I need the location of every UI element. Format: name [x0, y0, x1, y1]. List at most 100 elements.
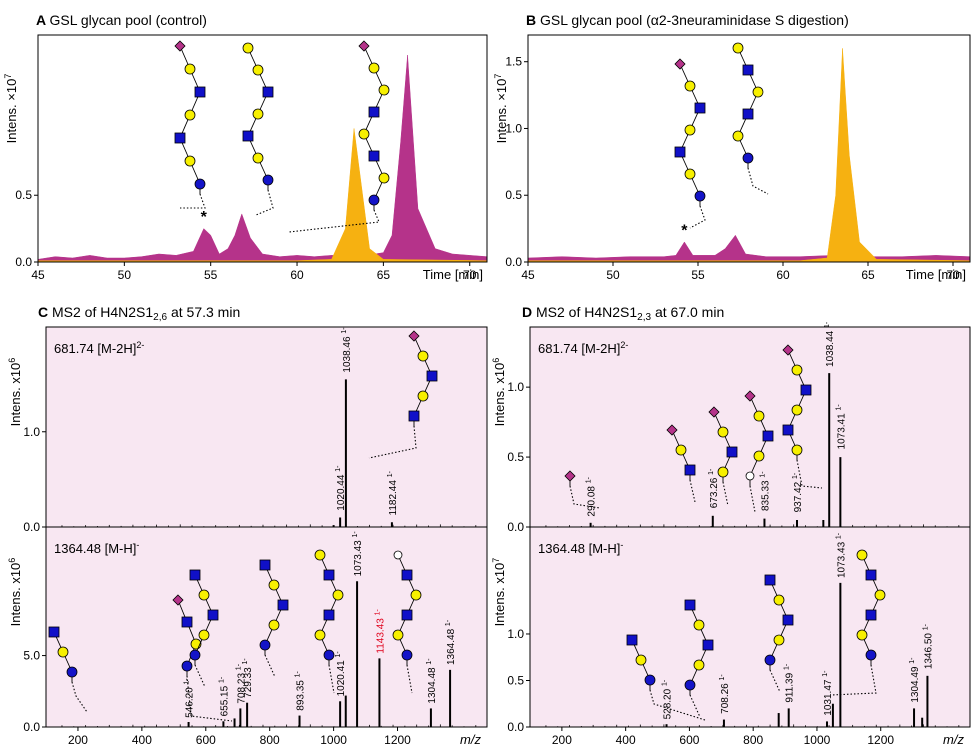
fragment-circle: [745, 471, 755, 481]
panel-letter: D: [522, 304, 536, 320]
peak-label: 673.26 1-: [708, 468, 720, 508]
hexnac-square: [426, 370, 438, 382]
panel-letter: B: [526, 12, 540, 28]
galactose-circle: [635, 654, 647, 666]
glycan-structure: [708, 406, 738, 482]
hexnac-square: [194, 86, 206, 98]
galactose-circle: [752, 86, 764, 98]
x-tick-label: 55: [204, 268, 218, 282]
peak-label: 1020.44 1-: [335, 465, 347, 511]
connector-line: [194, 664, 206, 688]
y-tick-label: 0.5: [507, 450, 524, 464]
glycan-structure: [48, 626, 78, 682]
x-axis-label: m/z: [460, 732, 481, 747]
sialic-diamond: [358, 40, 370, 52]
connector-line: [569, 485, 601, 509]
peak-label: 1364.48 1-: [445, 619, 457, 665]
peak-charge: 1-: [792, 472, 799, 479]
galactose-circle: [417, 390, 429, 402]
hexnac-square: [742, 108, 754, 120]
x-tick-label: 1000: [320, 733, 347, 747]
peak-label: 1073.43 1-: [835, 532, 847, 578]
x-tick-label: 1200: [867, 733, 894, 747]
y-axis-label: Intens. ×107: [493, 74, 509, 144]
spectrum-frame: [45, 326, 488, 528]
y-axis-exponent: 7: [491, 558, 501, 563]
peak-charge: 1-: [218, 676, 225, 683]
y-tick-label: 0.0: [507, 720, 524, 734]
glucose-circle: [262, 174, 274, 186]
galactose-circle: [242, 42, 254, 54]
connector-line: [264, 654, 276, 678]
x-tick-label: 200: [552, 733, 572, 747]
galactose-circle: [684, 80, 696, 92]
galactose-circle: [773, 634, 785, 646]
y-tick-label: 0.5: [505, 188, 522, 202]
y-tick-label: 1.0: [505, 121, 522, 135]
peak-charge: 1-: [922, 623, 929, 630]
galactose-circle: [856, 549, 868, 561]
galactose-circle: [791, 404, 803, 416]
x-tick-label: 1000: [804, 733, 831, 747]
hexnac-square: [865, 609, 877, 621]
galactose-circle: [693, 619, 705, 631]
galactose-circle: [753, 450, 765, 462]
peak-charge: 1-: [784, 663, 791, 670]
galactose-circle: [358, 128, 370, 140]
precursor-label: 1364.48 [M-H]-: [54, 540, 139, 556]
hexnac-square: [323, 609, 335, 621]
galactose-circle: [675, 444, 687, 456]
peak-charge: 1-: [586, 476, 593, 483]
galactose-circle: [198, 629, 210, 641]
peak-label: 1073.43 1-: [352, 531, 364, 577]
peak-label: 708.23 1-: [235, 663, 247, 703]
y-tick-label: 0.0: [15, 255, 32, 269]
sialic-diamond: [782, 344, 794, 356]
hexnac-square: [684, 599, 696, 611]
y-axis-label: Intens. x106: [491, 358, 507, 427]
connector-line: [796, 459, 823, 489]
series-area-0: [37, 55, 488, 263]
galactose-circle: [184, 63, 196, 75]
hexnac-square: [674, 146, 686, 158]
glucose-circle: [189, 649, 201, 661]
fragment-circle: [393, 550, 403, 560]
connector-line: [830, 664, 877, 696]
y-tick-label: 0.5: [507, 673, 524, 687]
peak-charge: 1-: [335, 465, 342, 472]
x-tick-label: 60: [290, 268, 304, 282]
glucose-circle: [368, 194, 380, 206]
peak-charge: 1-: [387, 470, 394, 477]
y-axis-exponent: 6: [7, 558, 17, 563]
glycan-structure: [674, 58, 706, 206]
peak-charge: 1-: [824, 321, 831, 328]
glycan-structure: [564, 470, 576, 486]
hexnac-square: [626, 634, 638, 646]
hexnac-square: [189, 569, 201, 581]
x-tick-label: 45: [31, 268, 45, 282]
peak-charge: 1-: [242, 658, 249, 665]
peak-label: 729.33 1-: [242, 658, 254, 698]
y-axis-exponent: 6: [7, 358, 17, 363]
ms-spectrum-panel: 290.08 1- 673.26 1- 835.33 1- 937.42 1- 1038…: [491, 321, 971, 534]
y-tick-label: 5.0: [23, 649, 40, 663]
glycan-structure: [408, 330, 438, 426]
x-tick-label: 800: [260, 733, 280, 747]
panel-letter: C: [38, 304, 52, 320]
precursor-label: 681.74 [M-2H]2-: [54, 340, 144, 356]
peak-charge: 1-: [909, 657, 916, 664]
x-tick-label: 400: [132, 733, 152, 747]
connector-line: [406, 664, 413, 694]
x-tick-label: 70: [946, 268, 960, 282]
peak-charge: 1-: [719, 674, 726, 681]
x-tick-label: 800: [743, 733, 763, 747]
panel-title: D MS2 of H4N2S12,3 at 67.0 min: [522, 304, 724, 323]
connector-line: [180, 193, 206, 209]
connector-line: [328, 664, 335, 694]
plot-frame: [527, 34, 971, 263]
glycan-structure: [782, 344, 812, 460]
peak-label: 708.26 1-: [719, 674, 731, 714]
galactose-circle: [693, 659, 705, 671]
x-tick-label: 600: [679, 733, 699, 747]
glucose-circle: [194, 178, 206, 190]
